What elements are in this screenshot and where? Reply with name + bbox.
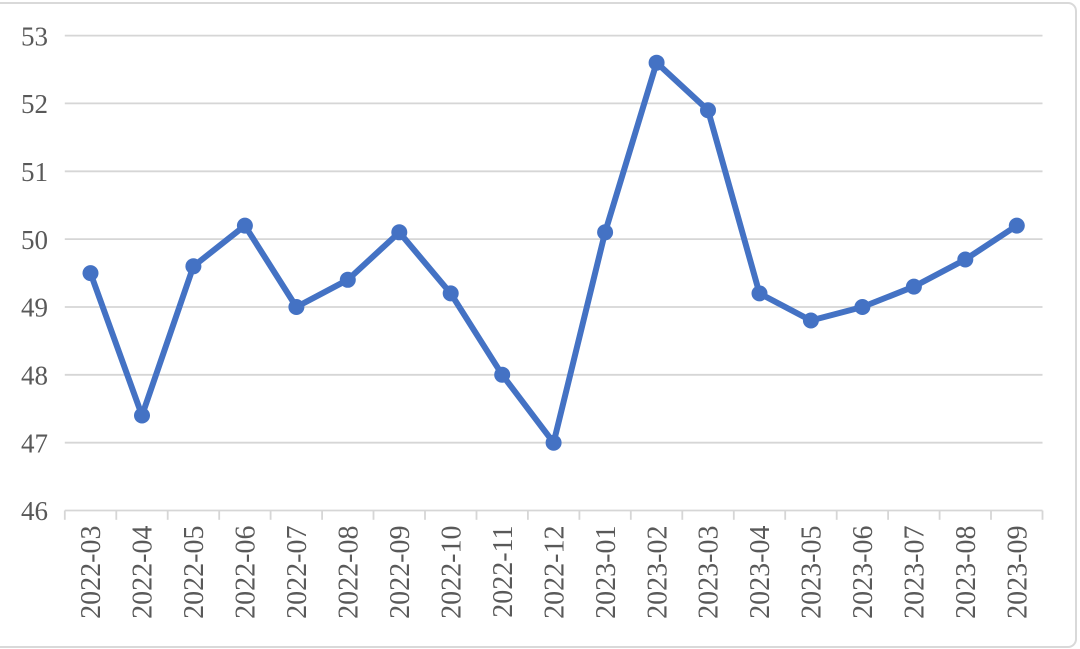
svg-text:2023-03: 2023-03 (694, 526, 725, 619)
svg-text:2023-09: 2023-09 (1003, 526, 1034, 619)
svg-text:2022-05: 2022-05 (179, 526, 210, 619)
svg-text:2022-11: 2022-11 (488, 526, 519, 618)
svg-text:2022-07: 2022-07 (282, 526, 313, 619)
svg-text:53: 53 (21, 21, 48, 51)
svg-text:52: 52 (21, 89, 48, 119)
svg-text:48: 48 (21, 361, 48, 391)
svg-text:2023-02: 2023-02 (642, 526, 673, 619)
svg-text:2022-03: 2022-03 (76, 526, 107, 619)
svg-text:51: 51 (21, 157, 48, 187)
svg-text:2023-04: 2023-04 (745, 526, 776, 619)
svg-text:50: 50 (21, 225, 48, 255)
svg-text:2022-12: 2022-12 (539, 526, 570, 619)
svg-text:2023-07: 2023-07 (900, 526, 931, 619)
svg-text:2023-05: 2023-05 (797, 526, 828, 619)
svg-text:46: 46 (21, 496, 48, 526)
svg-text:49: 49 (21, 293, 48, 323)
svg-text:2022-08: 2022-08 (334, 526, 365, 619)
svg-text:2023-08: 2023-08 (951, 526, 982, 619)
svg-text:2022-09: 2022-09 (385, 526, 416, 619)
svg-text:2023-06: 2023-06 (848, 526, 879, 619)
svg-text:2023-01: 2023-01 (591, 526, 622, 619)
svg-text:2022-06: 2022-06 (231, 526, 262, 619)
svg-text:47: 47 (21, 428, 48, 458)
svg-text:2022-10: 2022-10 (436, 526, 467, 619)
svg-text:2022-04: 2022-04 (128, 526, 159, 619)
